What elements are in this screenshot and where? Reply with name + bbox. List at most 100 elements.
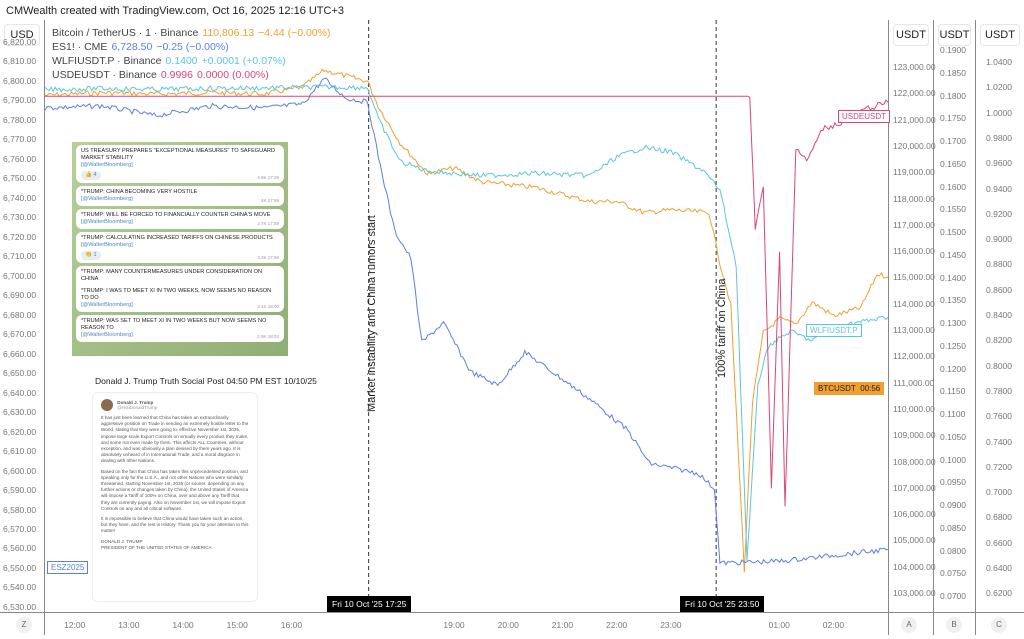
telegram-message: *TRUMP: CHINA BECOMING VERY HOSTILE [@Wal… — [76, 186, 284, 206]
axis-tick-label: 0.7400 — [986, 436, 1012, 447]
axis-tick-label: 0.0900 — [940, 500, 966, 510]
series-legend: Bitcoin / TetherUS · 1 · Binance 110,806.… — [52, 26, 330, 82]
axis-tick-label: 6,640.00 — [3, 387, 37, 398]
btc-tag-symbol: BTCUSDT — [818, 384, 856, 393]
left-price-axis[interactable]: USD 6,820.00 6,810.00 6,800.00 6,790.00 6,78… — [0, 20, 45, 635]
axis-tick-label: 6,750.00 — [3, 173, 37, 184]
axis-tick-label: 0.8200 — [986, 335, 1012, 346]
axis-tick-label: 114,000.00 — [893, 298, 935, 309]
axis-tick-label: 105,000.00 — [893, 535, 936, 546]
legend-row[interactable]: Bitcoin / TetherUS · 1 · Binance 110,806.… — [52, 26, 330, 40]
legend-value: 6,728.50 — [111, 41, 153, 53]
time-tick-label: 21:00 — [551, 620, 574, 630]
telegram-message: *TRUMP: WILL BE FORCED TO FINANCIALLY CO… — [76, 209, 284, 229]
price-axis-b[interactable]: USDT 0.1900 0.1850 0.1800 0.1750 0.1700 0.165… — [933, 20, 975, 635]
axis-tick-label: 6,800.00 — [3, 75, 37, 86]
time-tick-label: 01:00 — [768, 620, 790, 630]
message-meta: 2.9K 18:02 — [257, 334, 279, 339]
legend-symbol: WLFIUSDT.P · Binance — [52, 55, 162, 67]
axis-tick-label: 119,000.00 — [893, 167, 935, 178]
axis-tick-label: 6,590.00 — [3, 485, 37, 496]
message-meta: 4.9K 17:26 — [257, 175, 279, 180]
axis-tick-label: 103,000.00 — [893, 588, 936, 598]
legend-value: 0.1400 — [165, 55, 198, 67]
axis-tick-label: 0.8600 — [986, 284, 1012, 295]
post-header: Donald J. Trump @realDonaldTrump — [101, 399, 249, 411]
axis-tick-label: 117,000.00 — [893, 219, 935, 230]
axis-tick-label: 0.1700 — [940, 136, 966, 146]
crosshair-time-flag-1: Fri 10 Oct '25 17:25 — [327, 596, 412, 612]
message-text: *TRUMP: WILL BE FORCED TO FINANCIALLY CO… — [81, 212, 271, 218]
axis-tick-label: 6,760.00 — [3, 153, 37, 164]
axis-tick-label: 6,740.00 — [3, 192, 37, 203]
series-line-wlfiusdtp — [45, 84, 888, 561]
message-text: *TRUMP: CHINA BECOMING VERY HOSTILE — [81, 189, 198, 195]
axis-tick-label: 6,810.00 — [3, 56, 37, 67]
axis-z-button[interactable]: Z — [16, 617, 32, 633]
axis-a-unit[interactable]: USDT — [893, 24, 929, 46]
axis-tick-label: 0.1850 — [940, 67, 966, 78]
telegram-message: US TREASURY PREPARES "EXCEPTIONAL MEASUR… — [76, 145, 284, 183]
axis-tick-label: 6,790.00 — [3, 95, 37, 106]
axis-c-button[interactable]: C — [991, 617, 1007, 633]
message-reaction: 👏 1 — [81, 251, 101, 260]
es-series-tag: ESZ2025 — [47, 561, 89, 574]
axis-tick-label: 1.0400 — [986, 57, 1012, 67]
axis-tick-label: 0.7800 — [986, 385, 1012, 396]
post-paragraph: It has just been learned that China has … — [101, 415, 249, 464]
axis-tick-label: 0.6600 — [986, 537, 1012, 548]
btc-price-tag: BTCUSDT 00:56 — [814, 382, 885, 395]
legend-row[interactable]: ES1! · CME 6,728.50 −0.25 (−0.00%) — [52, 40, 330, 54]
legend-row[interactable]: WLFIUSDT.P · Binance 0.1400 +0.0001 (+0.07… — [52, 54, 330, 68]
axis-a-button[interactable]: A — [901, 617, 917, 633]
axis-tick-label: 0.1200 — [940, 363, 966, 374]
axis-tick-label: 1.0200 — [986, 82, 1012, 93]
axis-tick-label: 122,000.00 — [893, 88, 936, 99]
axis-tick-label: 0.7200 — [986, 461, 1012, 472]
axis-tick-label: 0.0750 — [940, 568, 966, 579]
series-line-es1 — [45, 77, 888, 566]
legend-symbol: USDEUSDT · Binance — [52, 69, 157, 81]
message-reaction: 👍 4 — [81, 171, 101, 180]
left-axis-unit[interactable]: USD — [4, 24, 40, 46]
axis-c-unit[interactable]: USDT — [980, 24, 1020, 46]
price-axis-a[interactable]: USDT 123,000.00 122,000.00 121,000.00 120,0… — [888, 20, 936, 635]
series-line-usdeusdt — [45, 95, 888, 507]
post-signature-title: PRESIDENT OF THE UNITED STATES OF AMERIC… — [101, 544, 212, 550]
legend-symbol: Bitcoin / TetherUS · 1 · Binance — [52, 27, 199, 39]
axis-tick-label: 113,000.00 — [893, 325, 935, 335]
axis-tick-label: 0.0800 — [940, 545, 966, 556]
axis-tick-label: 6,610.00 — [3, 446, 37, 457]
axis-b-unit[interactable]: USDT — [938, 24, 971, 46]
legend-value: 0.9996 — [160, 69, 193, 81]
axis-tick-label: 0.7600 — [986, 411, 1012, 422]
price-axis-c[interactable]: USDT 1.0400 1.0200 1.0000 0.9800 0.9600 0.940… — [975, 20, 1024, 635]
axis-tick-label: 0.9400 — [986, 183, 1012, 194]
usde-series-tag: USDEUSDT — [838, 110, 891, 123]
chart-plot-area[interactable] — [45, 20, 888, 612]
axis-tick-label: 0.1450 — [940, 249, 966, 260]
axis-tick-label: 0.1250 — [940, 340, 966, 351]
post-signature: DONALD J. TRUMP — [101, 538, 143, 544]
message-text: US TREASURY PREPARES "EXCEPTIONAL MEASUR… — [81, 148, 276, 161]
axis-tick-label: 0.8400 — [986, 310, 1012, 320]
axis-tick-label: 112,000.00 — [893, 351, 935, 362]
axis-tick-label: 6,690.00 — [3, 290, 37, 301]
axis-b-button[interactable]: B — [946, 617, 962, 633]
event-label-market-instability: Market instability and China rumors star… — [366, 215, 378, 412]
crosshair-time-flag-2: Fri 10 Oct '25 23:50 — [680, 596, 765, 612]
legend-row[interactable]: USDEUSDT · Binance 0.9996 0.0000 (0.00%) — [52, 68, 330, 82]
message-source: [@WalterBloomberg] — [81, 242, 133, 248]
axis-tick-label: 1.0000 — [986, 107, 1012, 118]
axis-tick-label: 106,000.00 — [893, 509, 936, 520]
message-source: [@WalterBloomberg] — [81, 196, 133, 202]
axis-tick-label: 6,540.00 — [3, 582, 37, 593]
time-tick-label: 22:00 — [606, 620, 628, 630]
axis-tick-label: 107,000.00 — [893, 482, 936, 493]
axis-tick-label: 121,000.00 — [893, 114, 936, 125]
message-meta: 4K 17:59 — [260, 198, 279, 203]
axis-tick-label: 6,580.00 — [3, 504, 37, 515]
time-axis[interactable]: Z A B C Fri 10 Oct '25 17:25 Fri 10 Oct … — [0, 596, 1024, 635]
message-text: *TRUMP: MANY COUNTERMEASURES UNDER CONSI… — [81, 269, 262, 282]
axis-tick-label: 0.9800 — [986, 132, 1012, 143]
